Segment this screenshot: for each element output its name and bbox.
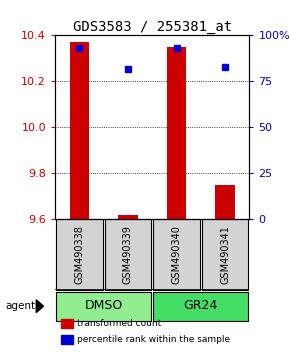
Bar (215, 185, 235, 219)
Bar (202, 219, 249, 290)
Polygon shape (36, 300, 44, 313)
Text: agent: agent (6, 301, 36, 311)
Bar (167, 47, 186, 219)
Text: GSM490341: GSM490341 (220, 225, 230, 284)
Bar (56, 292, 151, 321)
Bar (56, 219, 103, 290)
Text: DMSO: DMSO (85, 299, 123, 312)
Text: GSM490338: GSM490338 (75, 225, 84, 284)
Bar (153, 292, 249, 321)
Bar (153, 219, 200, 290)
Title: GDS3583 / 255381_at: GDS3583 / 255381_at (73, 21, 232, 34)
Text: GSM490340: GSM490340 (172, 225, 182, 284)
Text: percentile rank within the sample: percentile rank within the sample (77, 335, 230, 344)
Bar (61, 319, 72, 328)
Text: GSM490339: GSM490339 (123, 225, 133, 284)
Bar (61, 335, 72, 344)
Bar (105, 219, 151, 290)
Bar (118, 215, 138, 219)
Text: GR24: GR24 (184, 299, 218, 312)
Text: transformed count: transformed count (77, 319, 161, 329)
Bar (70, 42, 89, 219)
